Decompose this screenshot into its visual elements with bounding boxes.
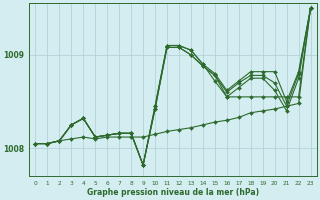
X-axis label: Graphe pression niveau de la mer (hPa): Graphe pression niveau de la mer (hPa) — [87, 188, 259, 197]
